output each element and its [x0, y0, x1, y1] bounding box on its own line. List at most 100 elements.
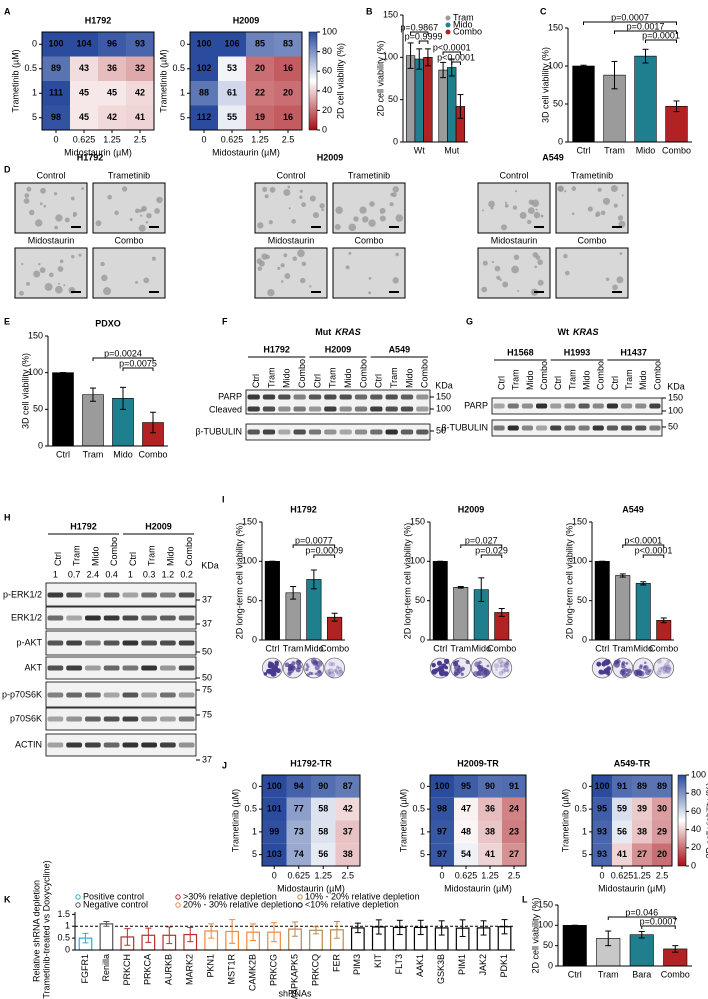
spheroid	[257, 222, 264, 229]
spheroid	[268, 220, 273, 225]
blot-band	[308, 394, 322, 400]
spheroid	[481, 286, 488, 293]
legend-swatch	[75, 902, 81, 908]
spheroid	[95, 220, 102, 227]
lane-label: Combo	[652, 361, 662, 390]
error-bar	[459, 919, 466, 937]
blot-band	[416, 406, 429, 412]
error-bar	[438, 920, 445, 936]
blot-band	[103, 615, 120, 621]
spheroid	[392, 186, 399, 193]
colorbar-label: 2D cell viability (%)	[704, 782, 708, 858]
y-tick-label: 50	[388, 94, 398, 104]
significance-bracket	[622, 544, 665, 548]
spheroid	[34, 219, 43, 227]
significance-label: p=0.046	[625, 907, 658, 917]
blot-band	[85, 716, 101, 722]
spheroid	[292, 256, 298, 261]
cell-label: 32	[135, 63, 145, 73]
cell-label: 48	[461, 826, 471, 836]
spheroid	[44, 283, 53, 291]
colorbar	[677, 774, 687, 867]
y-tick-label: 1	[32, 88, 37, 98]
spheroid	[40, 187, 46, 194]
marker-label: 75	[202, 684, 212, 694]
colony	[504, 662, 510, 668]
error-bar	[124, 928, 131, 946]
x-axis-label: Midostaurin (µM)	[444, 883, 512, 893]
spheroid	[64, 217, 70, 223]
spheroid	[513, 254, 520, 261]
spheroid	[490, 206, 494, 210]
colony	[481, 671, 488, 678]
significance-label: p=0.0009	[305, 545, 343, 555]
error-bar	[145, 927, 152, 943]
y-tick-label: 50	[33, 404, 43, 414]
heatmap-cell	[592, 843, 612, 866]
y-tick-label: 1	[252, 826, 257, 836]
spheroid	[256, 258, 263, 265]
significance-bracket	[451, 61, 461, 65]
blot-band	[247, 406, 260, 412]
blot-row-label: PARP	[218, 391, 242, 401]
heatmap-cell	[70, 81, 98, 106]
cell-label: 45	[79, 112, 89, 122]
cell-label: 100	[267, 781, 282, 791]
x-tick-label: Tram	[83, 449, 104, 459]
spheroid	[621, 194, 624, 197]
cell-label: 30	[657, 804, 667, 814]
error-bar	[638, 930, 645, 939]
spheroid	[309, 285, 312, 288]
y-tick-label: 0	[582, 634, 587, 644]
heatmap-cell	[311, 820, 336, 844]
blot-band	[354, 429, 368, 435]
image-label: Combo	[577, 235, 606, 245]
colony	[460, 672, 464, 676]
blot-group: H1437	[620, 347, 647, 357]
spheroid	[78, 253, 82, 257]
cell-label: 83	[283, 39, 293, 49]
legend-label: Tram	[453, 12, 474, 22]
colony	[338, 669, 344, 674]
y-tick-label: 0	[180, 39, 185, 49]
colorbar	[308, 31, 318, 131]
blot-band	[385, 429, 398, 435]
spheroid	[24, 193, 30, 198]
colony	[328, 671, 336, 678]
x-tick-label: Combo	[661, 969, 690, 979]
band-quantification: 0.4	[105, 569, 118, 579]
x-tick-label: Mido	[304, 643, 324, 653]
spheroid	[309, 195, 316, 202]
y-axis-label: Trametinib (µM)	[10, 49, 20, 112]
blot-band	[103, 592, 120, 598]
cell-label: 96	[107, 39, 117, 49]
error-bar	[457, 94, 464, 119]
blot-band	[578, 425, 590, 431]
significance-bracket	[607, 916, 676, 920]
legend-swatch	[75, 894, 81, 900]
blot-group: H1568	[507, 347, 534, 357]
spheroid	[613, 203, 618, 208]
heatmap-cell	[190, 81, 218, 106]
blot-band	[493, 403, 505, 409]
cell-label: 41	[617, 849, 627, 859]
blot-band	[521, 425, 533, 431]
marker-label: 37	[202, 754, 212, 764]
image-label: Combo	[354, 235, 383, 245]
error-bar	[312, 926, 319, 935]
spheroid	[129, 218, 133, 222]
blot-band	[493, 425, 505, 431]
bar	[629, 934, 654, 967]
cell-label: 98	[437, 804, 447, 814]
heatmap-cell	[652, 820, 672, 844]
panel-label: A	[4, 6, 11, 16]
spheroid	[605, 277, 610, 282]
cell-label: 104	[76, 39, 91, 49]
x-tick-label: Mido	[471, 643, 491, 653]
spheroid	[610, 185, 618, 193]
colony	[607, 673, 610, 676]
blot-title: Wt KRAS	[557, 327, 598, 337]
y-tick-label: 5	[180, 112, 185, 122]
error-bar	[250, 923, 257, 941]
